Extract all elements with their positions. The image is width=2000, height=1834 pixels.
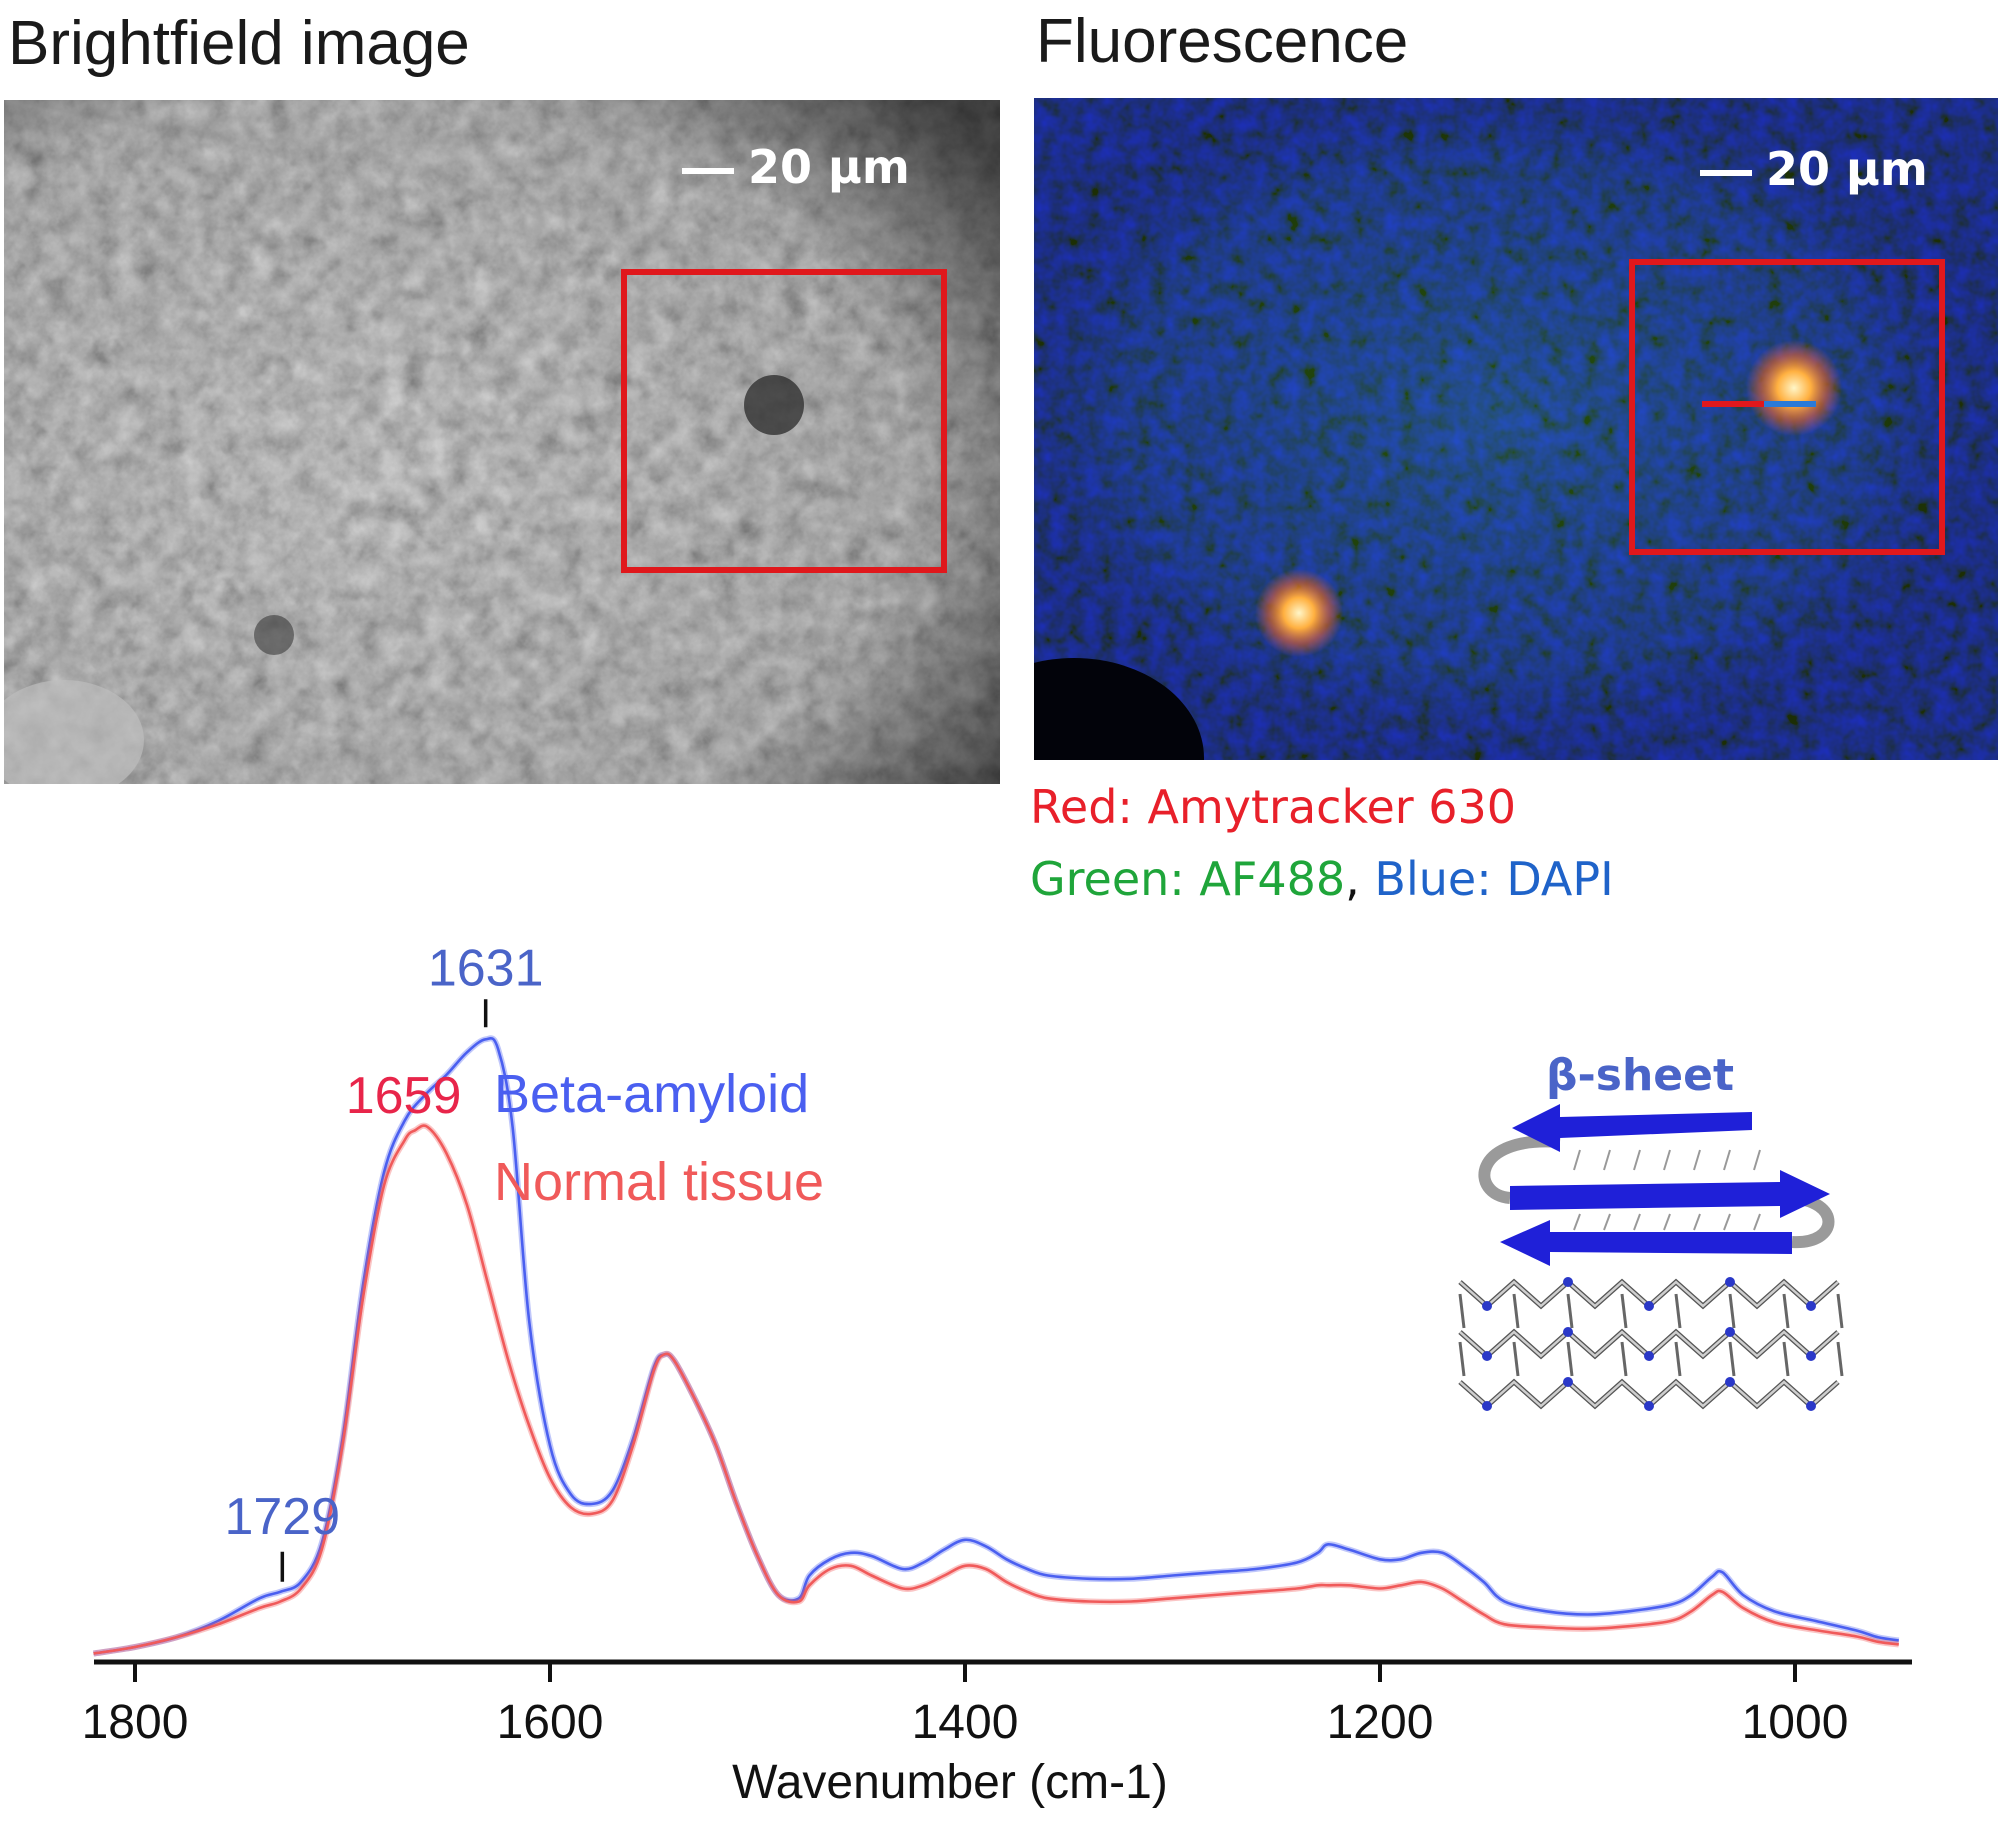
crosslink [1674,1341,1682,1377]
nitrogen-atom [1644,1351,1654,1361]
fluorescence-image [1034,98,1998,760]
hbond-bottom [1573,1213,1581,1231]
hbond-top [1633,1149,1641,1171]
crosslink [1836,1293,1844,1329]
crosslink [1728,1341,1736,1377]
legend-normal-tissue: Normal tissue [494,1152,824,1212]
hbond-top [1603,1149,1611,1171]
hbond-bottom [1633,1213,1641,1231]
stain-legend-red: Red: Amytracker 630 [1030,780,1516,834]
series-normal-tissue-line [93,1124,1899,1655]
stain-red-label: Red: Amytracker 630 [1030,780,1517,834]
crosslink [1566,1293,1574,1329]
beta-sheet-illustration: β-sheet [1458,1050,1844,1411]
crosslink [1512,1293,1520,1329]
crosslink [1674,1293,1682,1329]
brightfield-image [4,100,1000,784]
hbond-top [1573,1149,1581,1171]
crosslink [1458,1341,1466,1377]
x-tick-label: 1600 [497,1696,604,1749]
hbond-bottom [1753,1213,1761,1231]
crosslink [1836,1341,1844,1377]
peak-label-1631: 1631 [428,939,544,997]
nitrogen-atom [1482,1301,1492,1311]
chart-legend: Beta-amyloid Normal tissue [494,1064,824,1212]
x-tick-label: 1000 [1742,1696,1849,1749]
nitrogen-atom [1563,1277,1573,1287]
crosslink [1512,1341,1520,1377]
nitrogen-atom [1806,1401,1816,1411]
x-axis-label: Wavenumber (cm-1) [732,1756,1168,1809]
nitrogen-atom [1806,1301,1816,1311]
fluorescence-title: Fluorescence [1036,7,1409,76]
hbond-top [1663,1149,1671,1171]
hbond-top [1753,1149,1761,1171]
x-tick-label: 1800 [82,1696,189,1749]
brightfield-title: Brightfield image [8,9,470,78]
hbond-top [1723,1149,1731,1171]
legend-beta-amyloid: Beta-amyloid [494,1064,809,1124]
nitrogen-atom [1482,1351,1492,1361]
crosslink [1566,1341,1574,1377]
fluorescence-scale-label: 20 μm [1766,142,1928,196]
peak-label-1659: 1659 [346,1067,462,1125]
peak-label-1729: 1729 [224,1488,340,1546]
nitrogen-atom [1725,1377,1735,1387]
nitrogen-atom [1563,1327,1573,1337]
brightfield-scale-label: 20 μm [748,140,910,194]
spectrum-curves [93,1035,1900,1657]
nitrogen-atom [1725,1327,1735,1337]
stain-legend-green-blue: Green: AF488, Blue: DAPI [1030,852,1614,906]
crosslink [1620,1293,1628,1329]
x-axis-ticks: 1800 1600 1400 1200 1000 [82,1662,1849,1749]
crosslink [1782,1293,1790,1329]
crosslink [1728,1293,1736,1329]
brightfield-roi-box [621,269,947,573]
nitrogen-atom [1644,1401,1654,1411]
hbond-bottom [1603,1213,1611,1231]
beta-sheet-label: β-sheet [1546,1050,1734,1101]
sheet-strand-middle [1510,1170,1830,1218]
peak-annotations: 1631 1659 1729 [224,939,544,1582]
nitrogen-atom [1482,1401,1492,1411]
hbond-bottom [1663,1213,1671,1231]
nitrogen-atom [1725,1277,1735,1287]
series-beta-amyloid-line [93,1036,1899,1655]
hbond-top [1693,1149,1701,1171]
x-tick-label: 1200 [1327,1696,1434,1749]
sheet-loop-left [1478,1135,1561,1204]
fluorescence-roi-box [1629,259,1945,555]
nitrogen-atom [1644,1301,1654,1311]
stain-green-label: Green: AF488 [1030,852,1346,906]
hbond-bottom [1723,1213,1731,1231]
brightfield-scale-bar: 20 μm [682,140,910,194]
sheet-strand-top [1512,1104,1752,1152]
sheet-strand-bottom [1500,1220,1792,1266]
fluorescence-scale-bar: 20 μm [1700,142,1928,196]
x-tick-label: 1400 [912,1696,1019,1749]
crosslink [1782,1341,1790,1377]
crosslink [1620,1341,1628,1377]
nitrogen-atom [1806,1351,1816,1361]
nitrogen-atom [1563,1377,1573,1387]
stain-separator: , [1345,852,1375,906]
ftir-spectrum-chart: 1800 1600 1400 1200 1000 Wavenumber (cm-1) 1… [82,939,1912,1809]
crosslink [1458,1293,1466,1329]
stain-blue-label: Blue: DAPI [1374,852,1614,906]
hbond-bottom [1693,1213,1701,1231]
